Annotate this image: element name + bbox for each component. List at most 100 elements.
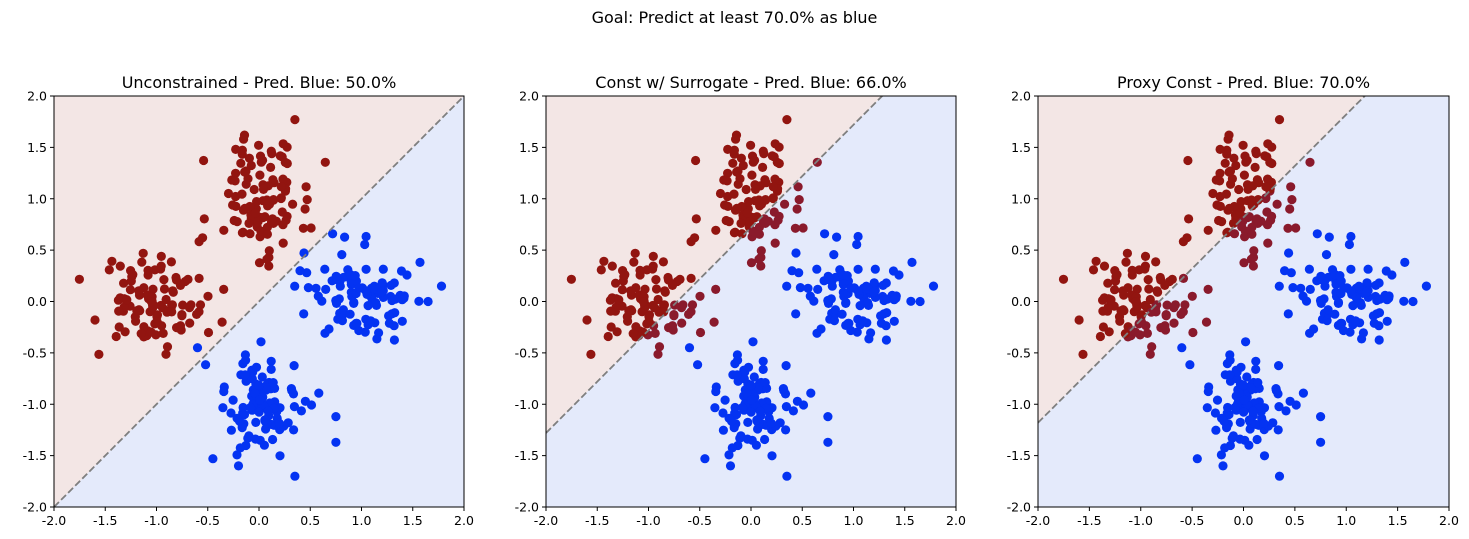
red-point <box>1220 158 1230 168</box>
red-point <box>1238 140 1248 150</box>
red-point <box>1116 306 1126 316</box>
red-point <box>626 286 636 296</box>
blue-point <box>238 402 248 413</box>
blue-point <box>290 471 300 481</box>
red-point <box>735 174 745 184</box>
x-tick-label: -1.5 <box>93 513 117 528</box>
figure-suptitle: Goal: Predict at least 70.0% as blue <box>591 8 878 27</box>
red-point <box>758 146 768 156</box>
red-point <box>746 258 757 268</box>
y-tick-label: 2.0 <box>27 89 47 104</box>
blue-point <box>861 281 871 291</box>
blue-point <box>201 360 211 370</box>
red-point <box>1215 144 1225 154</box>
blue-point <box>1274 281 1284 291</box>
x-tick-label: 0.0 <box>249 513 269 528</box>
red-point <box>244 218 254 228</box>
y-tick-label: -0.5 <box>515 345 539 360</box>
red-point <box>159 275 169 285</box>
red-point <box>258 184 269 194</box>
red-point <box>122 295 132 305</box>
red-point <box>644 317 654 327</box>
blue-point <box>286 384 296 394</box>
blue-point <box>1305 284 1315 294</box>
blue-point <box>684 343 695 353</box>
x-tick-label: 0.5 <box>792 513 812 528</box>
red-point <box>754 195 764 205</box>
red-point <box>1247 229 1257 239</box>
blue-point <box>1323 305 1333 315</box>
blue-point <box>907 257 917 267</box>
blue-point <box>760 378 770 388</box>
blue-point <box>436 281 447 291</box>
red-point <box>677 318 687 328</box>
red-point <box>185 318 195 328</box>
red-point <box>793 182 803 192</box>
red-point <box>640 284 650 294</box>
blue-point <box>255 395 265 405</box>
y-tick-label: 1.5 <box>519 140 539 155</box>
red-point <box>1286 182 1296 192</box>
red-point <box>1203 225 1213 235</box>
blue-point <box>823 295 833 306</box>
x-tick-label: -2.0 <box>42 513 66 528</box>
blue-point <box>782 281 792 291</box>
red-point <box>629 257 639 267</box>
blue-point <box>758 364 768 374</box>
blue-point <box>1339 283 1349 293</box>
blue-point <box>263 406 273 416</box>
blue-point <box>791 248 801 258</box>
red-point <box>1184 214 1194 224</box>
red-point <box>1187 291 1197 301</box>
blue-point <box>731 409 742 420</box>
blue-point <box>313 291 323 301</box>
red-point <box>1212 200 1222 210</box>
red-point <box>138 248 148 258</box>
red-point <box>128 270 138 280</box>
blue-point <box>1274 402 1284 412</box>
red-point <box>278 238 288 248</box>
red-point <box>1058 274 1069 284</box>
red-point <box>1118 286 1128 296</box>
blue-point <box>366 316 376 326</box>
y-tick-label: 2.0 <box>1011 89 1031 104</box>
red-point <box>1263 139 1273 149</box>
red-point <box>638 297 649 307</box>
red-region <box>546 96 883 434</box>
red-point <box>750 155 760 165</box>
blue-point <box>1244 415 1254 425</box>
blue-point <box>1363 264 1373 274</box>
red-point <box>1104 327 1114 337</box>
blue-point <box>289 425 299 435</box>
red-point <box>663 275 674 285</box>
blue-point <box>274 418 284 428</box>
x-tick-label: 1.5 <box>403 513 423 528</box>
blue-point <box>1252 434 1262 445</box>
blue-point <box>813 284 823 294</box>
blue-point <box>782 471 792 481</box>
red-point <box>262 254 272 264</box>
blue-point <box>386 280 396 290</box>
red-point <box>268 195 279 205</box>
red-point <box>1274 115 1285 125</box>
red-point <box>1283 223 1293 233</box>
red-point <box>194 273 204 283</box>
red-point <box>1227 174 1237 184</box>
red-point <box>774 158 784 169</box>
red-point <box>264 246 274 256</box>
red-point <box>729 228 740 238</box>
red-point <box>240 203 250 213</box>
red-point <box>114 306 124 316</box>
blue-point <box>1227 433 1237 443</box>
blue-point <box>235 416 245 426</box>
red-point <box>1246 195 1257 205</box>
red-point <box>669 310 679 320</box>
red-point <box>1140 251 1151 261</box>
y-tick-label: 1.5 <box>1011 140 1031 155</box>
red-point <box>606 306 616 316</box>
red-point <box>651 275 661 285</box>
blue-point <box>1298 388 1308 398</box>
blue-point <box>853 231 863 242</box>
red-point <box>1261 193 1271 203</box>
blue-point <box>1336 318 1346 328</box>
